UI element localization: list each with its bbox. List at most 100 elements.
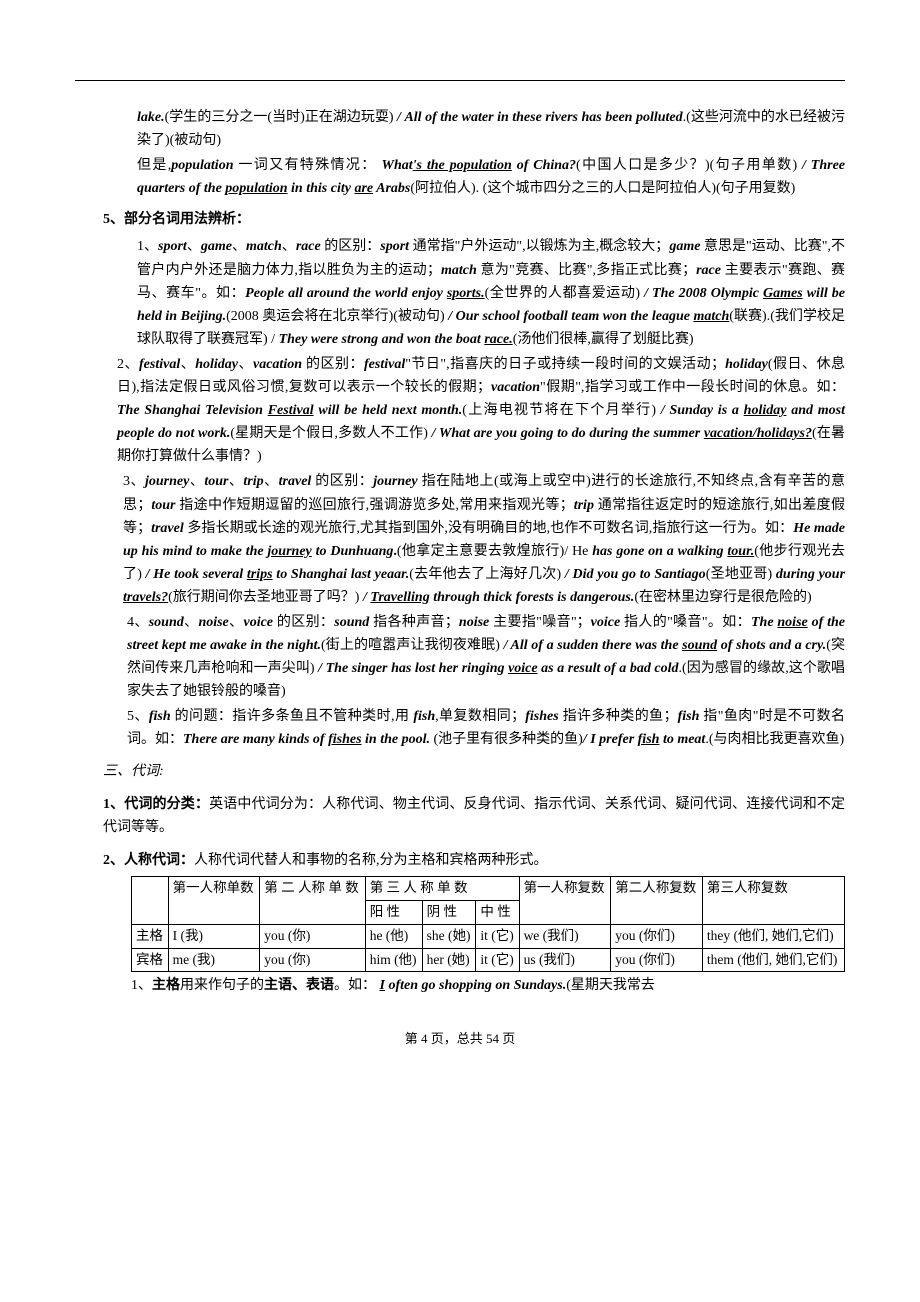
text: Arabs: [373, 181, 410, 196]
num: 5、: [127, 709, 149, 724]
w: fishes: [525, 709, 558, 724]
w: noise: [198, 615, 228, 630]
e: will be held next month.: [314, 403, 463, 418]
t: 多指长期或长途的观光旅行,尤其指到国外,没有明确目的地,也作不可数名词,指旅行这…: [184, 521, 793, 536]
t: (他拿定主意要去敦煌旅行)/ He: [397, 544, 592, 559]
w: vacation: [491, 380, 540, 395]
e: to Shanghai last yeaar.: [273, 567, 410, 582]
top-rule: [75, 80, 845, 81]
t: (星期天我常去: [566, 978, 655, 993]
cell: her (她): [422, 948, 476, 972]
cell: me (我): [168, 948, 260, 972]
text: population: [171, 158, 233, 173]
w: voice: [243, 615, 273, 630]
e: of shots and a cry.: [717, 638, 826, 653]
cell: him (他): [365, 948, 422, 972]
e: noise: [777, 615, 807, 630]
e: / The singer has lost her ringing: [318, 661, 508, 676]
text: 但是,: [137, 158, 171, 173]
num: 1、: [131, 978, 152, 993]
item-4: 4、sound、noise、voice 的区别：sound 指各种声音；nois…: [75, 611, 845, 703]
num: 3、: [123, 474, 145, 489]
e: People all around the world enjoy: [245, 286, 447, 301]
head: 1、代词的分类：: [103, 797, 209, 812]
w: sport: [158, 239, 187, 254]
text: (阿拉伯人). (这个城市四分之三的人口是阿拉伯人)(句子用复数): [410, 181, 795, 196]
table-row: 宾格 me (我) you (你) him (他) her (她) it (它)…: [132, 948, 845, 972]
t: 的区别：: [302, 357, 364, 372]
top-continuation-2: 但是,population 一词又有特殊情况： What's the popul…: [75, 154, 845, 200]
e: to meat: [659, 732, 705, 747]
e: They were strong and won the boat: [279, 332, 485, 347]
w: fish: [413, 709, 435, 724]
pronoun-table: 第一人称单数 第 二 人称 单 数 第 三 人 称 单 数 第一人称复数 第二人…: [131, 876, 845, 973]
num: 4、: [127, 615, 149, 630]
item-5: 5、fish 的问题：指许多条鱼且不管种类时,用 fish,单复数相同；fish…: [75, 705, 845, 751]
t: (星期天是个假日,多数人不工作): [230, 426, 431, 441]
t: (在密林里边穿行是很危险的): [634, 590, 811, 605]
note-1: 1、主格用来作句子的主语、表语。如： I often go shopping o…: [75, 974, 845, 997]
t: (街上的喧嚣声让我彻夜难眠): [321, 638, 504, 653]
cell: you (你们): [611, 924, 703, 948]
t: .(与肉相比我更喜欢鱼): [705, 732, 844, 747]
pronoun-table-wrap: 第一人称单数 第 二 人称 单 数 第 三 人 称 单 数 第一人称复数 第二人…: [75, 876, 845, 973]
text: in this city: [288, 181, 355, 196]
t: (上海电视节将在下个月举行): [462, 403, 661, 418]
t: ,单复数相同；: [435, 709, 525, 724]
e: / Sunday is a: [661, 403, 744, 418]
cell: [132, 876, 169, 924]
e: journey: [267, 544, 311, 559]
cell: 第二人称复数: [611, 876, 703, 924]
e: to Dunhuang: [312, 544, 394, 559]
t: "节日",指喜庆的日子或持续一段时间的文娱活动；: [405, 357, 725, 372]
t: (圣地亚哥): [706, 567, 776, 582]
t: 。如：: [334, 978, 380, 993]
cell: 第一人称复数: [519, 876, 611, 924]
cell: you (你): [260, 924, 365, 948]
cell: 第一人称单数: [168, 876, 260, 924]
e: Travelling: [370, 590, 429, 605]
w: sound: [334, 615, 369, 630]
table-row: 第一人称单数 第 二 人称 单 数 第 三 人 称 单 数 第一人称复数 第二人…: [132, 876, 845, 900]
cell: 第 三 人 称 单 数: [365, 876, 519, 900]
w: vacation: [253, 357, 302, 372]
e: The: [751, 615, 777, 630]
body: 人称代词代替人和事物的名称,分为主格和宾格两种形式。: [194, 853, 548, 868]
head: 2、人称代词：: [103, 853, 194, 868]
t: 的区别：: [321, 239, 381, 254]
w: fish: [678, 709, 700, 724]
table-row: 主格 I (我) you (你) he (他) she (她) it (它) w…: [132, 924, 845, 948]
w: travel: [151, 521, 184, 536]
t: 指途中作短期逗留的巡回旅行,强调游览多处,常用来指观光等；: [175, 498, 573, 513]
cell: 主格: [132, 924, 169, 948]
t: 指人的"嗓音"。如：: [620, 615, 751, 630]
page-footer: 第 4 页，总共 54 页: [75, 1028, 845, 1049]
e: / He took several: [146, 567, 247, 582]
item-3: 3、journey、tour、trip、travel 的区别：journey 指…: [75, 470, 845, 609]
t: 意为"竞赛、比赛",多指正式比赛；: [477, 263, 696, 278]
e: has gone on a walking: [592, 544, 727, 559]
w: tour: [151, 498, 175, 513]
e: through thick forests is dangerous.: [430, 590, 635, 605]
w: voice: [591, 615, 621, 630]
text: lake.: [137, 110, 165, 125]
cell: 中 性: [476, 900, 519, 924]
e: match: [693, 309, 729, 324]
cell: 阴 性: [422, 900, 476, 924]
t: (联赛).: [729, 309, 770, 324]
cell: 宾格: [132, 948, 169, 972]
e: / What are you going to do during the su…: [432, 426, 704, 441]
cell: you (你): [260, 948, 365, 972]
w: holiday: [725, 357, 768, 372]
e: travels?: [123, 590, 168, 605]
w: holiday: [195, 357, 238, 372]
w: fish: [149, 709, 171, 724]
text: 一词又有特殊情况：: [233, 158, 381, 173]
e: Festival: [268, 403, 314, 418]
e: as a result of a bad cold: [538, 661, 679, 676]
e: trips: [247, 567, 273, 582]
w: race: [296, 239, 321, 254]
w: sport: [380, 239, 409, 254]
w: match: [246, 239, 282, 254]
t: 指许多种类的鱼；: [559, 709, 678, 724]
